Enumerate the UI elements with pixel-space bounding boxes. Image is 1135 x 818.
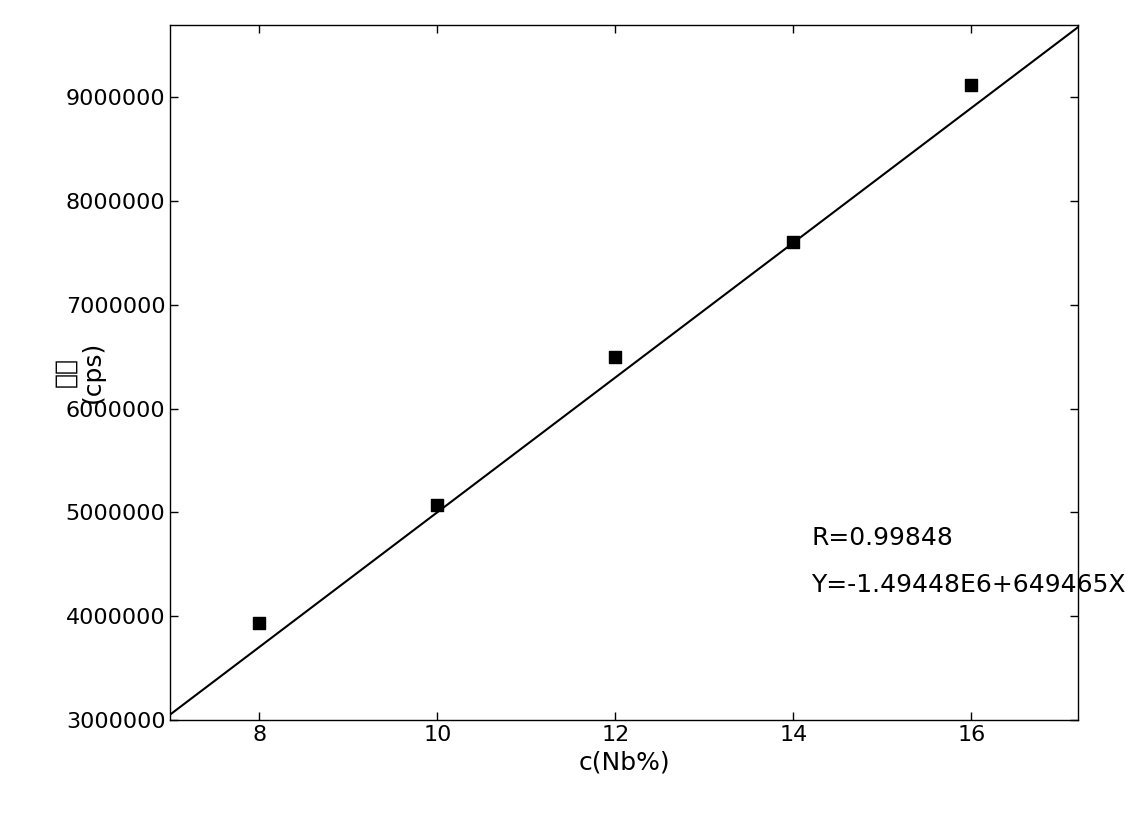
Point xyxy=(250,617,268,630)
Point xyxy=(606,350,624,363)
Point xyxy=(962,79,981,92)
Point xyxy=(428,498,446,511)
Text: 强度
(cps): 强度 (cps) xyxy=(53,341,106,403)
Text: Y=-1.49448E6+649465X: Y=-1.49448E6+649465X xyxy=(812,573,1126,597)
Text: R=0.99848: R=0.99848 xyxy=(812,526,953,551)
X-axis label: c(Nb%): c(Nb%) xyxy=(579,750,670,775)
Point xyxy=(784,236,802,249)
